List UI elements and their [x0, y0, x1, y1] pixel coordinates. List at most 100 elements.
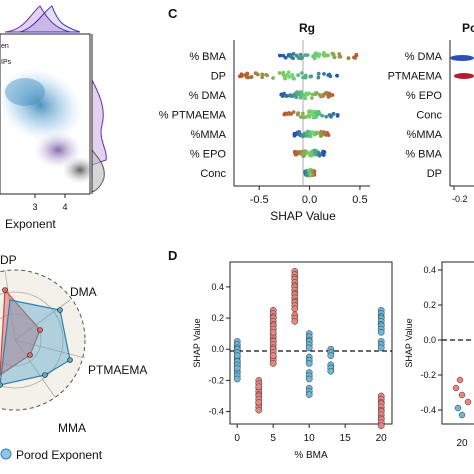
shap-rg-title: Rg	[299, 21, 315, 35]
shap-rg-point	[298, 95, 303, 100]
shap-rg-point	[306, 168, 311, 173]
shap-rg-point	[307, 91, 311, 96]
shap-rg-point	[310, 130, 315, 135]
shap-rg-point	[308, 172, 313, 176]
dep-xtick-label: 20	[376, 433, 388, 444]
shap-second-xtick: -0.2	[452, 194, 468, 204]
shap-rg-xticks: -0.5 0.0 0.5	[250, 186, 368, 206]
kde-xlabel: Exponent	[5, 217, 56, 231]
dependence-point	[305, 391, 313, 398]
shap-rg-point	[282, 91, 287, 96]
dependence-point	[305, 344, 313, 352]
radar-legend-label: Porod Exponent	[16, 448, 103, 462]
dep-xtick-label: 5	[270, 433, 276, 444]
shap-second-features: % DMA PTMAEMA % EPO Conc %MMA % BMA DP	[388, 51, 443, 180]
right-ytick-label: 0.4	[423, 265, 436, 275]
right-ylabel: SHAP Value	[404, 318, 414, 367]
shap-rg-point	[332, 55, 337, 60]
right-ytick-label: -0.4	[420, 405, 436, 415]
right-ytick-label: 0.2	[423, 300, 436, 310]
shap-second-feature-label: Conc	[416, 110, 442, 122]
shap-rg-point	[281, 53, 286, 58]
shap-rg-point	[322, 150, 327, 155]
shap-rg-point	[318, 134, 323, 138]
shap-rg-features: % BMA DP % DMA % PTMAEMA %MMA % EPO Conc	[159, 51, 227, 180]
shap-rg-point	[318, 93, 322, 97]
shap-rg-point	[292, 93, 297, 98]
shap-rg-point	[309, 74, 314, 79]
dep-ytick-label: 0.4	[211, 282, 224, 292]
shap-rg-feature-label: %MMA	[191, 129, 227, 141]
shap-rg-point	[294, 152, 299, 156]
radar-axis-dp: DP	[0, 253, 17, 267]
right-xtick-20: 20	[456, 438, 468, 449]
dependence-point	[255, 406, 263, 414]
shap-rg-point	[317, 152, 322, 157]
kde-panel: en IPs 3 4 Exponent	[0, 5, 107, 231]
shap-rg-point	[249, 75, 254, 80]
shap-rg-point	[316, 71, 321, 76]
shap-rg-point	[302, 151, 307, 156]
shap-rg-point	[337, 54, 342, 59]
shap-rg-point	[321, 153, 326, 157]
shap-rg-point	[299, 115, 303, 119]
dependence-point	[255, 399, 263, 406]
right-ytick-label: -0.2	[420, 370, 436, 380]
shap-rg-point	[298, 56, 303, 61]
legend-fragment-1: en	[1, 43, 9, 50]
shap-rg-panel: Rg % BMA DP % DMA % PTMAEMA %MMA % EPO Conc -0…	[159, 21, 370, 223]
shap-rg-point	[298, 52, 303, 57]
dependence-xlabel: % BMA	[294, 450, 328, 461]
shap-rg-point	[346, 56, 351, 61]
shap-rg-point	[324, 114, 329, 119]
shap-rg-point	[310, 169, 315, 173]
dependence-xticks: 0 5 10 15 20	[234, 424, 387, 444]
shap-rg-point	[287, 75, 292, 79]
shap-rg-point	[307, 109, 312, 114]
shap-rg-point	[301, 133, 305, 138]
shap-rg-point	[294, 53, 299, 58]
shap-rg-xlabel: SHAP Value	[270, 209, 336, 223]
shap-rg-point	[309, 153, 314, 158]
dep-ytick-label: 0.0	[211, 344, 224, 354]
dependence-point	[377, 422, 385, 430]
shap-rg-point	[290, 73, 295, 77]
shap-second-feature-label: DP	[427, 168, 442, 180]
dep-xtick-label: 15	[340, 433, 352, 444]
shap-rg-point	[281, 70, 286, 75]
dep-ytick-label: 0.2	[211, 313, 224, 323]
shap-rg-point	[283, 55, 288, 60]
dependence-point	[233, 375, 241, 383]
shap-rg-tick-label: 0.0	[302, 194, 317, 206]
shap-rg-point	[306, 113, 311, 118]
dependence-point	[377, 328, 385, 336]
shap-rg-point	[303, 73, 308, 78]
shap-rg-point	[314, 131, 319, 136]
shap-second-feature-label: PTMAEMA	[388, 71, 443, 83]
dependence-point	[269, 360, 277, 367]
dependence-point	[377, 344, 385, 352]
dependence-ylabel: SHAP Value	[192, 318, 202, 367]
shap-rg-point	[295, 91, 300, 95]
shap-rg-point	[306, 151, 311, 155]
shap-rg-point	[292, 76, 296, 81]
shap-rg-point	[300, 111, 305, 116]
shap-rg-point	[305, 129, 310, 134]
shap-rg-point	[292, 133, 297, 138]
shap-rg-point	[303, 53, 308, 58]
dependence-point	[269, 352, 277, 359]
shap-rg-point	[310, 92, 315, 97]
shap-second-feature-label: % EPO	[406, 90, 443, 102]
legend-marker-porod	[0, 448, 12, 460]
shap-rg-feature-label: Conc	[200, 168, 226, 180]
shap-rg-point	[304, 173, 309, 178]
dependence-point	[327, 367, 335, 375]
panel-label-d: D	[168, 248, 177, 263]
shap-rg-point	[244, 75, 249, 79]
shap-rg-feature-label: DP	[211, 71, 226, 83]
shap-rg-feature-label: % EPO	[190, 149, 227, 161]
shap-rg-point	[260, 75, 265, 80]
radar-panel: DP DMA PTMAEMA MMA Porod Exponent	[0, 253, 147, 462]
radar-axis-dma: DMA	[70, 285, 97, 299]
shap-rg-point	[297, 129, 302, 134]
